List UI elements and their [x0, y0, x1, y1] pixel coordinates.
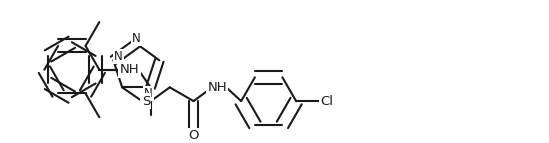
Text: H: H — [128, 63, 137, 76]
Text: N: N — [144, 87, 153, 100]
Text: Cl: Cl — [320, 95, 333, 108]
Text: NH: NH — [208, 81, 227, 94]
Text: N: N — [114, 50, 122, 63]
Text: O: O — [188, 129, 199, 142]
Text: S: S — [142, 95, 150, 108]
Text: N: N — [132, 32, 141, 45]
Text: NH: NH — [120, 63, 139, 76]
